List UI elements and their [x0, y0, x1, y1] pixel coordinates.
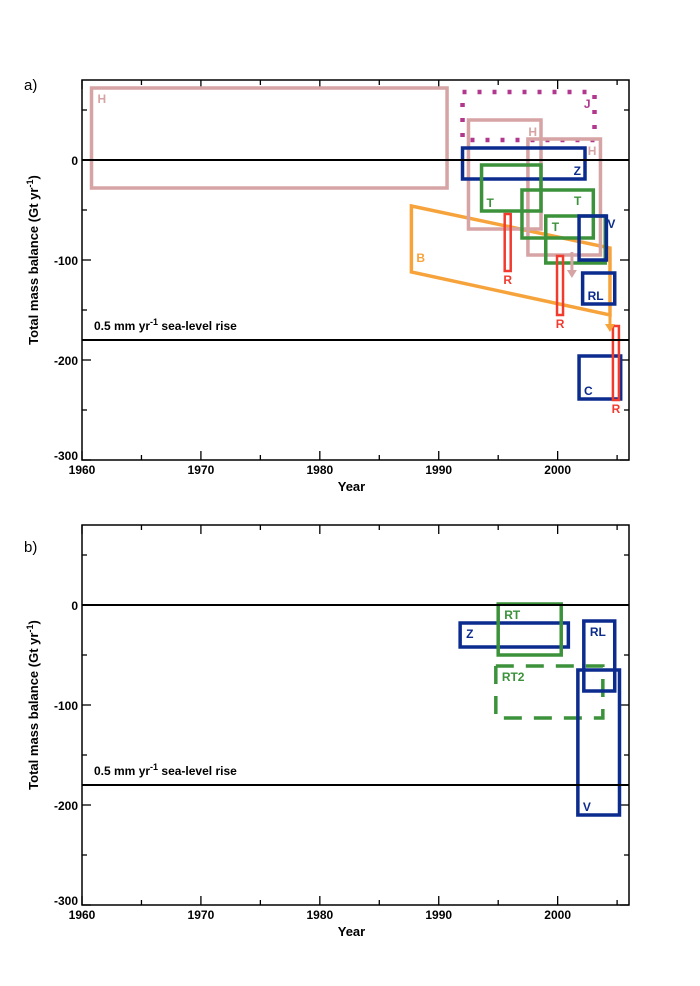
- panel-b: b) 1960 1970 1980 1990 2000 0 -100 -200 -300 Year T…: [24, 524, 630, 939]
- range-box-V: [576, 668, 622, 817]
- reference-label-sup: -1: [150, 317, 158, 327]
- x-tick-label: 1960: [69, 908, 96, 922]
- x-tick-label: 1980: [306, 463, 333, 477]
- range-box-V: [577, 214, 609, 262]
- range-box-T: [520, 188, 596, 240]
- reference-label-text: 0.5 mm yr: [94, 764, 150, 778]
- y-tick-label: -300: [54, 449, 78, 463]
- box-label: T: [487, 196, 495, 210]
- x-tick-label: 1970: [188, 463, 215, 477]
- y-tick-label: -100: [54, 254, 78, 268]
- range-box-Z: [458, 621, 571, 649]
- box-label: T: [574, 194, 582, 208]
- x-axis-label: Year: [338, 479, 365, 494]
- y-axis-label-text: Total mass balance (Gt yr: [26, 633, 41, 790]
- y-tick-label: 0: [71, 154, 78, 168]
- range-box-RL: [582, 619, 617, 693]
- bar-label: R: [612, 402, 621, 416]
- arrow-head-icon: [604, 324, 615, 332]
- range-box-RL: [580, 271, 617, 306]
- x-tick-label: 1960: [69, 463, 96, 477]
- panel-a: a) 1960 1970 1980 1990 2000 0 -100 -200 -300 Year T…: [24, 77, 630, 494]
- y-axis-label-text: Total mass balance (Gt yr: [26, 188, 41, 345]
- plot-frame: [81, 524, 630, 906]
- y-axis-label-close: ): [26, 620, 41, 624]
- box-label: J: [584, 97, 591, 111]
- box-label: RL: [588, 289, 604, 303]
- panel-label: b): [24, 539, 37, 556]
- range-box-C: [577, 354, 623, 401]
- y-tick-label: -100: [54, 699, 78, 713]
- x-tick-label: 1970: [188, 908, 215, 922]
- reference-line-label: 0.5 mm yr-1 sea-level rise: [94, 762, 237, 778]
- box-label: H: [528, 125, 537, 139]
- reference-label-rest: sea-level rise: [158, 764, 237, 778]
- reference-label-rest: sea-level rise: [158, 319, 237, 333]
- box-label: V: [607, 217, 615, 231]
- x-tick-label: 1980: [306, 908, 333, 922]
- reference-line-label: 0.5 mm yr-1 sea-level rise: [94, 317, 237, 333]
- y-axis-label-sup: -1: [25, 625, 35, 633]
- box-label: C: [584, 384, 593, 398]
- x-tick-label: 2000: [544, 908, 571, 922]
- box-label: H: [588, 144, 597, 158]
- y-axis-label-close: ): [26, 175, 41, 179]
- y-tick-label: -200: [54, 354, 78, 368]
- x-axis-label: Year: [338, 924, 365, 939]
- box-label: RT: [504, 608, 521, 622]
- box-label: H: [98, 92, 107, 106]
- x-tick-label: 1990: [425, 463, 452, 477]
- arrow-head-icon: [566, 270, 577, 278]
- y-tick-label: -300: [54, 894, 78, 908]
- reference-label-text: 0.5 mm yr: [94, 319, 150, 333]
- bar-label: R: [556, 317, 565, 331]
- range-bar-R: [611, 324, 621, 402]
- box-label: T: [552, 220, 560, 234]
- range-bar-R: [503, 212, 512, 273]
- box-label: V: [583, 800, 591, 814]
- box-label: Z: [574, 164, 581, 178]
- panel-label: a): [24, 77, 37, 94]
- box-label: RL: [590, 625, 606, 639]
- plot-frame: [81, 79, 630, 461]
- box-label: RT2: [502, 670, 525, 684]
- x-tick-label: 2000: [544, 463, 571, 477]
- range-box-Z: [460, 146, 587, 181]
- range-bar-R: [555, 254, 565, 317]
- reference-label-sup: -1: [150, 762, 158, 772]
- bar-label: R: [503, 273, 512, 287]
- x-tick-label: 1990: [425, 908, 452, 922]
- y-axis-label-sup: -1: [25, 180, 35, 188]
- range-box-H: [89, 86, 449, 190]
- range-box-T: [479, 163, 543, 213]
- y-axis-label: Total mass balance (Gt yr-1): [25, 175, 41, 345]
- y-tick-label: -200: [54, 799, 78, 813]
- y-axis-label: Total mass balance (Gt yr-1): [25, 620, 41, 790]
- box-label: Z: [466, 627, 473, 641]
- box-label: B: [416, 251, 425, 265]
- y-tick-label: 0: [71, 599, 78, 613]
